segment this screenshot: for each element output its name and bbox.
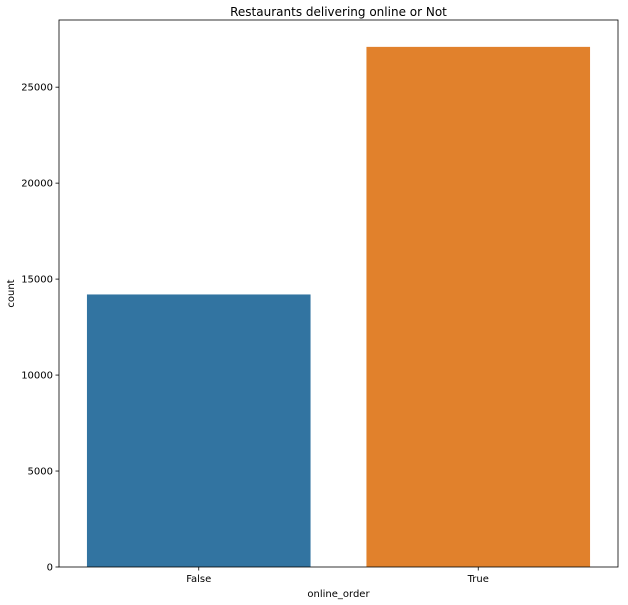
x-tick-label: True — [467, 574, 489, 585]
bar-false — [86, 294, 311, 567]
y-tick-label: 15000 — [21, 275, 53, 286]
y-axis-ticks: 0 5000 10000 15000 20000 25000 — [21, 83, 59, 574]
y-tick-label: 10000 — [21, 371, 53, 382]
y-tick-label: 25000 — [21, 83, 53, 94]
x-axis-label: online_order — [307, 589, 370, 600]
plot-frame — [58, 19, 619, 568]
y-tick-label: 5000 — [28, 467, 53, 478]
x-tick-label: False — [186, 574, 211, 585]
y-tick-label: 20000 — [21, 179, 53, 190]
bars — [86, 46, 591, 567]
y-axis-label: count — [6, 279, 17, 307]
bar-true — [366, 46, 591, 567]
y-tick-label: 0 — [47, 563, 53, 574]
chart-title: Restaurants delivering online or Not — [230, 5, 447, 19]
x-axis-ticks: False True — [186, 567, 489, 585]
axes — [58, 19, 619, 568]
